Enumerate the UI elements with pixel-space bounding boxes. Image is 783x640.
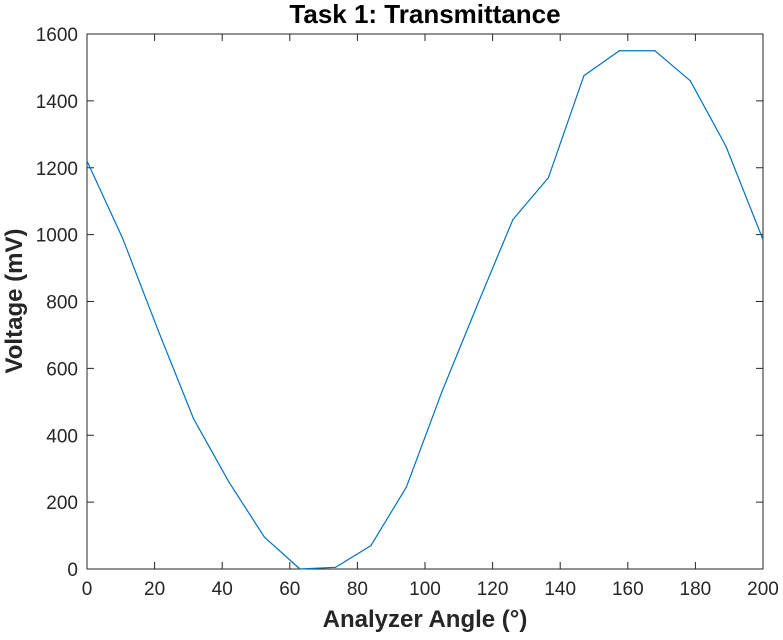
y-tick-label: 0 [67,560,78,581]
data-point [121,237,124,239]
data-point [583,75,585,77]
y-tick-label: 1400 [36,92,78,113]
ticks-layer: 0 20 40 60 80 100 120 140 160 180 200 0 200 400 600 800… [36,25,779,600]
x-tick-label: 100 [409,579,441,600]
y-tick-label: 800 [46,293,78,314]
series-line [86,50,764,570]
x-tick-label: 120 [477,579,509,600]
data-point [654,50,656,52]
data-point [299,568,301,570]
x-tick-label: 200 [747,579,779,600]
data-point [86,160,88,162]
data-point [263,536,266,538]
series-layer [86,50,764,570]
plot-area-frame [86,33,764,570]
data-point [689,80,691,82]
data-point [618,50,620,52]
x-tick-label: 80 [347,579,368,600]
data-point [228,481,230,483]
data-point [476,304,478,306]
data-point [512,218,514,221]
x-axis-title: Analyzer Angle (°) [323,606,528,633]
y-tick-label: 200 [46,493,78,514]
data-point [547,177,549,179]
y-tick-label: 1200 [36,159,78,180]
data-point [334,566,337,568]
x-tick-label: 180 [680,579,712,600]
data-point [157,329,159,331]
data-point [405,486,408,488]
data-point [441,391,443,393]
y-tick-label: 400 [46,426,78,447]
y-axis-title: Voltage (mV) [1,229,28,374]
y-tick-label: 600 [46,359,78,380]
data-point [762,239,764,241]
x-tick-label: 60 [279,579,300,600]
x-tick-label: 160 [612,579,644,600]
data-point [192,417,195,420]
chart-title: Task 1: Transmittance [289,0,560,29]
x-tick-label: 40 [212,579,233,600]
y-tick-label: 1600 [36,25,78,46]
y-tick-label: 1000 [36,226,78,247]
data-point [725,145,727,147]
data-point [370,544,372,547]
x-tick-label: 0 [82,579,93,600]
x-tick-label: 140 [544,579,576,600]
x-tick-label: 20 [144,579,165,600]
